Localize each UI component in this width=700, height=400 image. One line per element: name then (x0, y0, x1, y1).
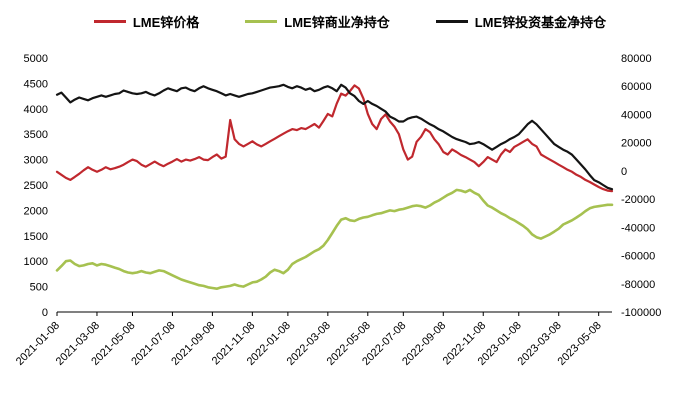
right-axis-tick-label: 80000 (621, 53, 652, 65)
series-line-2 (55, 83, 614, 191)
right-axis-tick-label: 40000 (621, 109, 652, 121)
left-axis-tick-label: 3000 (24, 155, 48, 167)
chart-legend: LME锌价格 LME锌商业净持仓 LME锌投资基金净持仓 (0, 12, 700, 31)
legend-item-commercial-net: LME锌商业净持仓 (245, 12, 390, 31)
right-axis-tick-label: 20000 (621, 138, 652, 150)
right-axis-tick-label: -60000 (621, 251, 655, 263)
left-axis-tick-label: 1500 (24, 231, 48, 243)
left-axis-tick-label: 0 (42, 307, 48, 319)
legend-item-price: LME锌价格 (93, 12, 200, 31)
left-axis-tick-label: 500 (30, 282, 48, 294)
left-axis-tick-label: 4500 (24, 78, 48, 90)
legend-item-fund-net: LME锌投资基金净持仓 (435, 12, 607, 31)
series-line-1 (55, 188, 614, 291)
left-axis-tick-label: 1000 (24, 256, 48, 268)
legend-label-price: LME锌价格 (132, 15, 200, 30)
right-axis-tick-label: -80000 (621, 279, 655, 291)
right-axis-tick-label: -100000 (621, 307, 661, 319)
series-line-0 (55, 84, 614, 193)
right-axis-tick-label: 0 (621, 166, 627, 178)
right-axis-tick-label: 60000 (621, 81, 652, 93)
legend-label-fund-net: LME锌投资基金净持仓 (474, 15, 607, 30)
left-axis-tick-label: 4000 (24, 104, 48, 116)
right-axis-tick-label: -40000 (621, 222, 655, 234)
legend-swatch-fund-net (435, 19, 468, 24)
legend-swatch-commercial-net (245, 19, 278, 24)
legend-label-commercial-net: LME锌商业净持仓 (284, 15, 390, 30)
x-axis-tick-label: 2023-05-08 (556, 320, 604, 368)
left-axis-tick-label: 2000 (24, 205, 48, 217)
left-axis-tick-label: 3500 (24, 129, 48, 141)
left-axis-tick-label: 2500 (24, 180, 48, 192)
left-axis-tick-label: 5000 (24, 53, 48, 65)
right-axis-tick-label: -20000 (621, 194, 655, 206)
legend-swatch-price (93, 19, 126, 24)
